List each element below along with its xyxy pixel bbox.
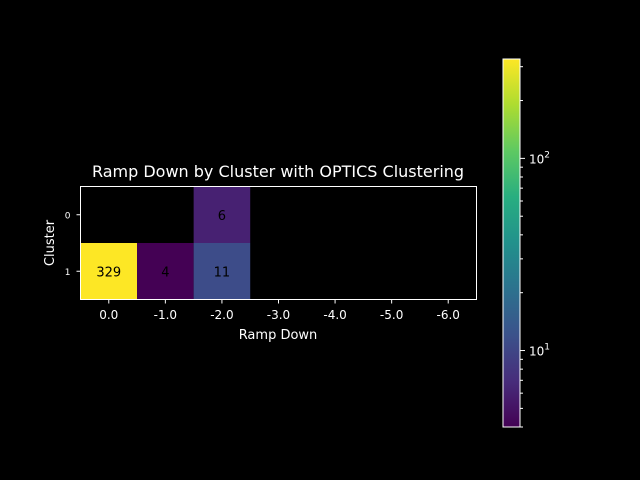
heatmap-cell [193,243,251,300]
y-axis-ticks: 01 [65,211,81,278]
colorbar-ticks: 101 102 [520,66,550,428]
cell-value-label: 329 [96,265,121,280]
heatmap-cell [137,243,194,300]
x-tick-label: -6.0 [437,308,460,322]
x-tick-label: 0.0 [99,308,118,322]
colorbar-tick-label: 102 [529,150,550,166]
y-tick-label: 0 [65,211,71,221]
x-tick-label: -2.0 [210,308,233,322]
x-tick-label: -3.0 [267,308,290,322]
y-tick-label: 1 [65,268,71,278]
heatmap-cells: 6 329 4 11 [80,186,251,300]
x-tick-label: -1.0 [154,308,177,322]
cell-value-label: 4 [161,265,169,280]
x-tick-label: -5.0 [380,308,403,322]
colorbar-tick-label: 101 [529,343,550,359]
y-axis-label: Cluster [43,219,58,266]
cell-value-label: 6 [218,209,226,224]
heatmap-cell [80,243,138,300]
x-tick-label: -4.0 [323,308,346,322]
colorbar [502,58,521,428]
cell-value-label: 11 [214,265,231,280]
heatmap-cell [193,186,251,243]
chart-title: Ramp Down by Cluster with OPTICS Cluster… [92,162,464,181]
x-axis-ticks: 0.0 -1.0 -2.0 -3.0 -4.0 -5.0 -6.0 [99,299,460,322]
x-axis-label: Ramp Down [239,328,318,343]
